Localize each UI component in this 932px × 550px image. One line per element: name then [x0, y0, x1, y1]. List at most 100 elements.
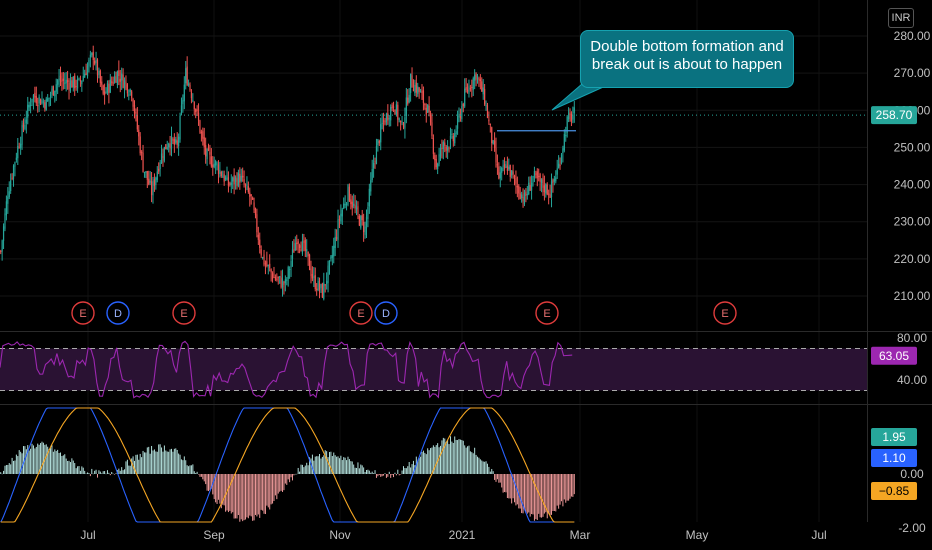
price-tick-label: 220.00 — [894, 252, 931, 266]
candle-body — [495, 147, 497, 163]
candle-body — [166, 147, 168, 149]
macd-hist-bar — [138, 459, 140, 474]
macd-hist-bar — [294, 473, 296, 475]
macd-hist-bar — [424, 452, 426, 474]
candle-body — [388, 118, 390, 120]
candle-body — [358, 215, 360, 226]
macd-hist-bar — [432, 445, 434, 474]
candle-body — [152, 180, 154, 196]
macd-hist-bar — [55, 451, 57, 474]
candle-body — [411, 75, 413, 88]
candle-body — [14, 162, 16, 167]
x-tick-label: Mar — [570, 528, 591, 542]
macd-hist-bar — [514, 474, 516, 503]
candle-body — [512, 171, 514, 175]
currency-label[interactable]: INR — [888, 8, 914, 28]
candle-body — [367, 207, 369, 220]
candle-body — [438, 154, 440, 164]
macd-hist-bar — [504, 474, 506, 492]
candle-body — [296, 242, 298, 244]
macd-hist-bar — [273, 474, 275, 502]
candle-body — [542, 177, 544, 188]
candle-body — [35, 95, 37, 104]
macd-hist-bar — [230, 474, 232, 514]
macd-hist-bar — [512, 474, 514, 499]
candle-body — [546, 184, 548, 195]
macd-hist-bar — [566, 474, 568, 501]
candle-body — [428, 105, 430, 113]
candle-body — [7, 196, 9, 204]
macd-hist-bar — [102, 471, 104, 474]
candle-body — [176, 140, 178, 145]
candle-body — [220, 171, 222, 177]
macd-hist-bar — [442, 437, 444, 474]
macd-hist-bar — [142, 450, 144, 474]
candle-body — [511, 170, 513, 176]
macd-hist-bar — [310, 458, 312, 474]
candle-body — [65, 79, 67, 84]
macd-hist-bar — [511, 474, 513, 504]
macd-hist-bar — [149, 453, 151, 474]
candle-body — [370, 180, 372, 192]
macd-hist-bar — [274, 474, 276, 496]
annotation-callout[interactable]: Double bottom formation and break out is… — [580, 30, 794, 88]
candle-body — [410, 73, 412, 93]
candle-body — [142, 152, 144, 172]
macd-hist-bar — [158, 444, 160, 474]
macd-hist-bar — [213, 474, 215, 500]
candle-body — [261, 257, 264, 259]
rsi-tick-label: 40.00 — [897, 373, 927, 387]
candle-body — [506, 165, 508, 172]
macd-hist-bar — [21, 453, 23, 474]
macd-hist-bar — [563, 474, 565, 500]
macd-hist-bar — [532, 474, 534, 515]
macd-hist-bar — [477, 456, 479, 474]
candle-body — [179, 115, 181, 140]
candle-body — [276, 278, 278, 280]
macd-hist-bar — [77, 466, 79, 474]
macd-hist-bar — [290, 474, 292, 478]
macd-hist-bar — [186, 465, 188, 474]
candle-body — [425, 107, 427, 115]
candle-body — [344, 204, 346, 206]
rsi-series — [0, 340, 573, 399]
candle-body — [448, 147, 450, 149]
macd-hist-bar — [536, 474, 538, 520]
candle-body — [380, 124, 382, 143]
macd-hist-bar — [27, 445, 29, 474]
macd-hist-bar — [115, 473, 117, 474]
macd-hist-bar — [447, 439, 449, 474]
macd-hist-bar — [306, 462, 308, 474]
macd-hist-bar — [246, 474, 248, 518]
candle-body — [456, 115, 459, 129]
candle-body — [545, 184, 547, 194]
candle-body — [156, 171, 158, 180]
macd-hist-bar — [402, 466, 404, 474]
value-badges: 258.70 63.05 1.95 1.10 −0.85 — [871, 106, 917, 500]
candle-body — [458, 113, 460, 118]
macd-hist-bar — [492, 471, 494, 474]
macd-hist-bar — [121, 467, 123, 474]
candle-body — [178, 136, 180, 147]
macd-hist-bar — [155, 451, 157, 474]
macd-hist-bar — [317, 456, 319, 474]
candle-body — [421, 90, 423, 93]
candle-body — [459, 114, 462, 118]
candle-body — [530, 182, 533, 191]
macd-hist-bar — [430, 448, 432, 474]
candle-body — [533, 170, 536, 178]
macd-hist-bar — [496, 474, 498, 480]
candle-body — [257, 234, 259, 240]
candle-body — [501, 167, 503, 173]
candle-body — [136, 115, 138, 130]
macd-hist-bar — [88, 472, 90, 474]
macd-hist-bar — [371, 471, 373, 474]
macd-hist-bar — [193, 471, 195, 474]
macd-hist-bar — [394, 472, 396, 474]
candle-body — [390, 107, 392, 121]
macd-hist-bar — [401, 470, 403, 474]
macd-hist-bar — [249, 474, 251, 516]
macd-hist-bar — [263, 474, 265, 514]
candle-body — [447, 145, 449, 151]
